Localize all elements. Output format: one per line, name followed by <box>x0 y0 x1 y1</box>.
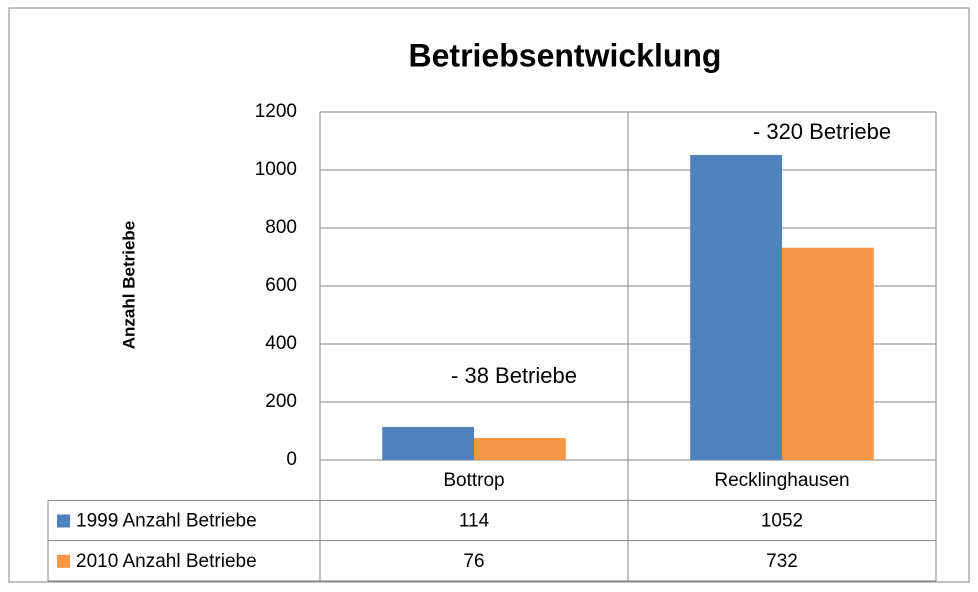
x-tick-label: Recklinghausen <box>714 470 849 491</box>
annotation: - 38 Betriebe <box>451 363 577 388</box>
bar <box>782 247 874 460</box>
table-value: 1052 <box>761 511 803 532</box>
legend-key <box>57 514 70 528</box>
table-value: 76 <box>463 551 484 572</box>
y-tick-label: 1200 <box>255 101 297 122</box>
annotation: - 320 Betriebe <box>753 119 891 144</box>
y-tick-label: 400 <box>265 333 297 354</box>
y-tick-label: 0 <box>286 449 297 470</box>
legend-label: 2010 Anzahl Betriebe <box>76 551 257 572</box>
bar <box>474 437 566 460</box>
legend-key <box>57 554 70 568</box>
y-tick-label: 1000 <box>255 159 297 180</box>
table-value: 732 <box>766 551 798 572</box>
bar <box>382 426 474 460</box>
table-value: 114 <box>459 511 490 532</box>
legend-label: 1999 Anzahl Betriebe <box>76 511 257 532</box>
y-tick-label: 200 <box>265 391 297 412</box>
y-tick-label: 800 <box>265 217 297 238</box>
y-axis-label: Anzahl Betriebe <box>119 221 138 349</box>
x-tick-label: Bottrop <box>443 470 504 491</box>
bar <box>690 154 782 461</box>
chart-title: Betriebsentwicklung <box>409 37 722 73</box>
y-tick-label: 600 <box>265 275 297 296</box>
